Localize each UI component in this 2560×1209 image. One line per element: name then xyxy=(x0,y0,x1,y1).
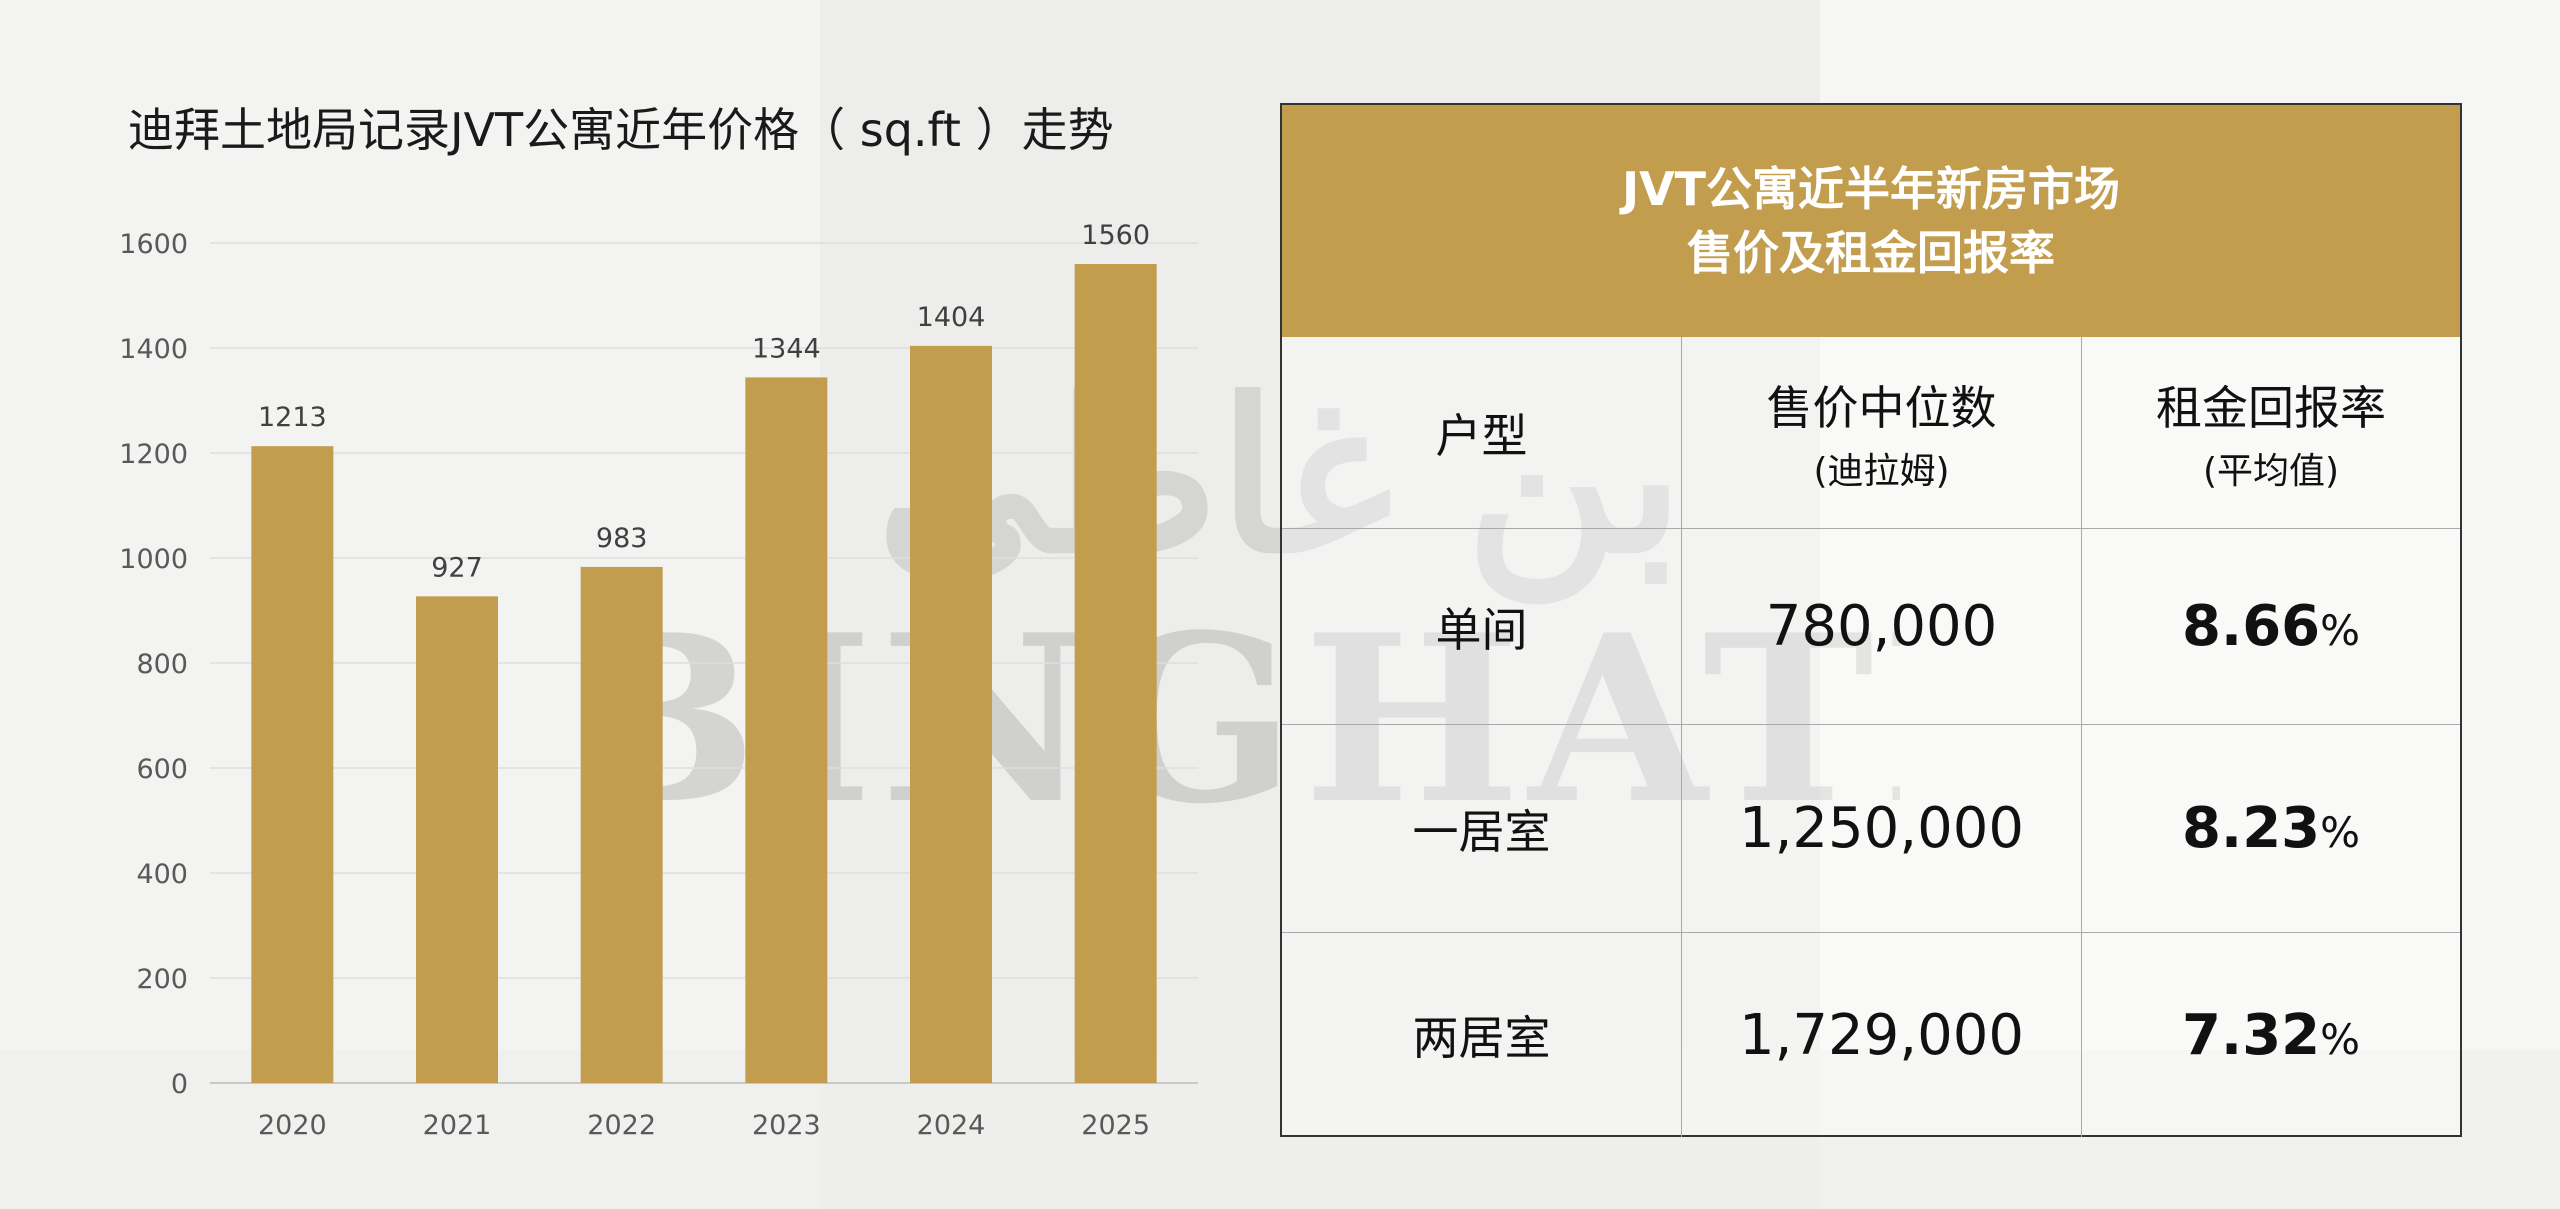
column-header-price-unit: (迪拉姆) xyxy=(1813,450,1950,492)
table-title-line1: JVT公寓近半年新房市场 xyxy=(1621,162,2121,216)
row-yield-two-bedroom: 7.32% xyxy=(2082,933,2460,1137)
column-header-yield-label: 租金回报率 xyxy=(2156,380,2386,435)
y-tick-label: 800 xyxy=(136,649,188,680)
row-price-studio: 780,000 xyxy=(1682,529,2082,725)
bar-2020 xyxy=(251,446,334,1083)
y-tick-label: 0 xyxy=(171,1069,188,1100)
data-label-2025: 1560 xyxy=(1081,220,1150,251)
y-tick-label: 600 xyxy=(136,754,188,785)
y-tick-label: 400 xyxy=(136,859,188,890)
x-tick-label-2023: 2023 xyxy=(752,1110,821,1141)
column-header-type-label: 户型 xyxy=(1435,408,1528,463)
row-yield-one-bedroom: 8.23% xyxy=(2082,725,2460,933)
column-header-yield-note: (平均值) xyxy=(2202,450,2340,492)
table-title: JVT公寓近半年新房市场 售价及租金回报率 xyxy=(1282,105,2460,337)
column-header-price: 售价中位数 (迪拉姆) xyxy=(1682,337,2082,529)
yield-value: 7.32 xyxy=(2181,1002,2321,1068)
column-header-yield: 租金回报率 (平均值) xyxy=(2082,337,2460,529)
x-tick-label-2024: 2024 xyxy=(917,1110,986,1141)
row-type-one-bedroom: 一居室 xyxy=(1282,725,1682,933)
y-tick-label: 1600 xyxy=(119,229,188,260)
bar-2024 xyxy=(910,345,992,1083)
row-price-two-bedroom: 1,729,000 xyxy=(1682,933,2082,1137)
row-type-two-bedroom: 两居室 xyxy=(1282,933,1682,1137)
bar-2023 xyxy=(745,377,828,1083)
y-tick-label: 1400 xyxy=(119,334,188,365)
column-header-price-label: 售价中位数 xyxy=(1766,380,1997,435)
x-tick-label-2020: 2020 xyxy=(258,1110,327,1141)
chart-title: 迪拜土地局记录JVT公寓近年价格（ sq.ft ）走势 xyxy=(128,103,1114,157)
yield-unit: % xyxy=(2320,808,2361,857)
row-type-studio: 单间 xyxy=(1282,529,1682,725)
bar-2022 xyxy=(580,566,663,1083)
table-grid: 户型 售价中位数 (迪拉姆) 租金回报率 (平均值) 单间 780,000 8.… xyxy=(1282,337,2460,1137)
bar-2025 xyxy=(1074,264,1157,1083)
column-header-type: 户型 xyxy=(1282,337,1682,529)
y-tick-label: 1000 xyxy=(119,544,188,575)
x-tick-label-2022: 2022 xyxy=(587,1110,656,1141)
data-label-2023: 1344 xyxy=(752,333,821,364)
yield-value: 8.23 xyxy=(2181,796,2321,861)
data-label-2024: 1404 xyxy=(917,302,986,333)
yield-unit: % xyxy=(2320,606,2361,655)
bar-2021 xyxy=(416,596,498,1083)
row-yield-studio: 8.66% xyxy=(2082,529,2460,725)
x-tick-label-2025: 2025 xyxy=(1081,1110,1150,1141)
row-price-one-bedroom: 1,250,000 xyxy=(1682,725,2082,933)
table-title-line2: 售价及租金回报率 xyxy=(1687,226,2055,280)
x-tick-label-2021: 2021 xyxy=(423,1110,492,1141)
price-yield-table: JVT公寓近半年新房市场 售价及租金回报率 户型 售价中位数 (迪拉姆) 租金回… xyxy=(1280,103,2462,1137)
yield-unit: % xyxy=(2320,1014,2361,1064)
data-label-2021: 927 xyxy=(431,552,483,583)
y-tick-label: 200 xyxy=(136,964,188,995)
data-label-2022: 983 xyxy=(596,523,648,554)
y-tick-label: 1200 xyxy=(119,439,188,470)
data-label-2020: 1213 xyxy=(258,402,327,433)
yield-value: 8.66 xyxy=(2181,594,2321,659)
